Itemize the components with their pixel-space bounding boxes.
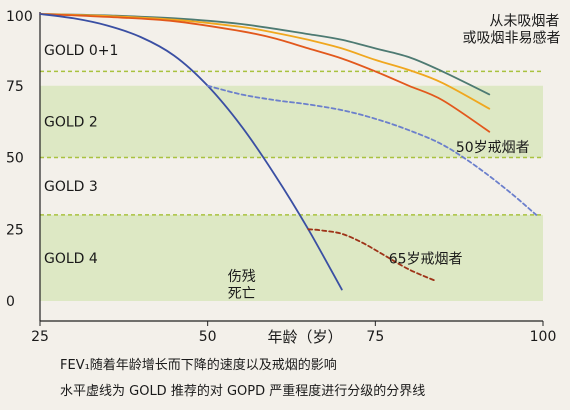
x-tick-label-100: 100: [530, 329, 557, 345]
annotation-5: 伤残: [228, 269, 256, 285]
band-label-gold-4: GOLD 4: [44, 251, 98, 267]
annotation-4: 65岁戒烟者: [389, 252, 463, 268]
band-gold-4: [40, 214, 543, 301]
y-tick-label-0: 0: [6, 294, 15, 310]
annotation-2: 或吸烟非易感者: [463, 30, 561, 47]
series-line-2: [39, 13, 491, 110]
band-label-gold-3: GOLD 3: [44, 179, 98, 195]
y-tick-label-25: 25: [6, 222, 24, 238]
series-line-5: [206, 84, 538, 216]
annotation-3: 50岁戒烟者: [456, 140, 530, 156]
x-tick-label-50: 50: [199, 329, 217, 345]
band-gold-2: [40, 85, 543, 158]
band-gold-0-1: [40, 14, 543, 86]
y-tick-label-50: 50: [6, 151, 24, 167]
series-line-4: [39, 13, 343, 291]
annotation-1: 从未吸烟者: [489, 13, 559, 29]
x-tick-label-75: 75: [366, 329, 384, 345]
band-label-gold-2: GOLD 2: [44, 115, 98, 131]
caption-line-1: FEV₁随着年龄增长而下降的速度以及戒烟的影响: [60, 358, 337, 373]
y-tick-label-75: 75: [6, 79, 24, 95]
series-line-6: [307, 228, 437, 282]
annotation-6: 死亡: [228, 286, 256, 302]
x-axis-label: 年龄（岁）: [267, 328, 342, 346]
series-line-3: [39, 13, 491, 133]
caption-line-2: 水平虚线为 GOLD 推荐的对 GOPD 严重程度进行分级的分界线: [60, 384, 426, 399]
y-tick-label-100: 100: [6, 9, 33, 25]
x-tick-label-25: 25: [31, 329, 49, 345]
band-label-gold-0-1: GOLD 0+1: [44, 43, 118, 59]
band-gold-3: [40, 157, 543, 215]
